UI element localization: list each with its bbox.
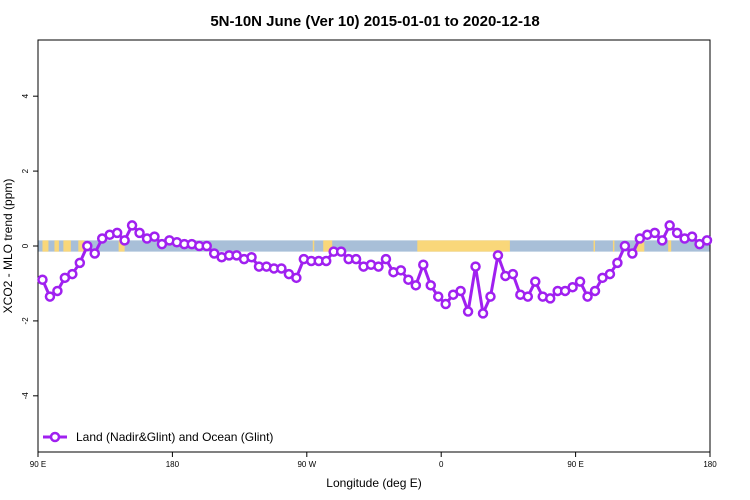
land-segment bbox=[54, 240, 59, 252]
series-layer bbox=[37, 220, 713, 319]
legend-label: Land (Nadir&Glint) and Ocean (Glint) bbox=[76, 430, 273, 444]
data-point bbox=[149, 231, 160, 242]
data-point bbox=[410, 280, 422, 291]
x-axis-label: Longitude (deg E) bbox=[326, 476, 421, 490]
data-point bbox=[82, 240, 93, 252]
land-segment bbox=[636, 240, 645, 252]
land-segment bbox=[668, 240, 672, 252]
data-point bbox=[432, 291, 444, 302]
data-point bbox=[119, 235, 130, 246]
data-point bbox=[507, 268, 519, 280]
data-point bbox=[492, 250, 504, 261]
y-tick-label: -4 bbox=[21, 392, 30, 400]
data-point bbox=[440, 298, 451, 310]
data-point bbox=[52, 285, 63, 297]
land-segment bbox=[593, 240, 596, 252]
x-tick-label: 90 W bbox=[297, 460, 316, 469]
data-point bbox=[350, 253, 362, 265]
data-point bbox=[589, 285, 601, 297]
land-segment bbox=[42, 240, 49, 252]
land-segment bbox=[312, 240, 315, 252]
data-point bbox=[74, 257, 86, 269]
data-point bbox=[462, 306, 474, 317]
data-point bbox=[574, 276, 586, 287]
land-segment bbox=[612, 240, 615, 252]
chart-title: 5N-10N June (Ver 10) 2015-01-01 to 2020-… bbox=[210, 13, 539, 30]
data-point bbox=[37, 274, 48, 285]
data-point bbox=[89, 248, 100, 259]
data-point bbox=[291, 272, 302, 284]
legend-marker bbox=[49, 431, 61, 443]
y-axis-label: XCO2 - MLO trend (ppm) bbox=[1, 179, 15, 314]
data-point bbox=[335, 246, 347, 257]
data-point bbox=[126, 220, 138, 231]
data-point bbox=[485, 291, 496, 302]
x-tick-label: 180 bbox=[703, 460, 717, 469]
y-tick-label: -2 bbox=[21, 317, 30, 325]
land-segment bbox=[323, 240, 333, 252]
data-point bbox=[701, 235, 713, 246]
land-segment bbox=[118, 240, 125, 252]
land-ocean-band bbox=[38, 240, 710, 252]
data-point bbox=[111, 227, 123, 239]
y-tick-label: 4 bbox=[21, 93, 30, 98]
data-point bbox=[664, 220, 675, 231]
data-point bbox=[395, 265, 407, 276]
data-point bbox=[530, 276, 541, 287]
data-point bbox=[403, 274, 414, 285]
data-point bbox=[477, 308, 489, 319]
data-point bbox=[470, 261, 481, 272]
y-tick-label: 0 bbox=[21, 243, 30, 248]
data-point bbox=[567, 281, 578, 293]
data-point bbox=[418, 259, 429, 270]
data-point bbox=[522, 291, 534, 302]
data-point bbox=[425, 280, 436, 291]
data-point bbox=[604, 268, 616, 280]
land-segment bbox=[63, 240, 71, 252]
data-point bbox=[276, 263, 287, 274]
x-tick-label: 180 bbox=[166, 460, 180, 469]
legend: Land (Nadir&Glint) and Ocean (Glint) bbox=[43, 430, 273, 444]
data-point bbox=[656, 235, 668, 246]
x-tick-label: 90 E bbox=[567, 460, 583, 469]
data-point bbox=[627, 248, 638, 259]
data-point bbox=[44, 291, 56, 302]
data-point bbox=[671, 227, 683, 239]
data-point bbox=[686, 231, 698, 242]
land-segment bbox=[417, 240, 510, 252]
data-point bbox=[67, 268, 78, 280]
axis-ticks: 90 E 180 90 W 0 90 E 180 -4 -2 0 2 4 bbox=[21, 93, 717, 469]
data-point bbox=[649, 227, 660, 239]
data-point bbox=[612, 257, 623, 269]
x-tick-label: 0 bbox=[439, 460, 444, 469]
data-point bbox=[201, 240, 212, 252]
y-tick-label: 2 bbox=[21, 168, 30, 173]
data-point bbox=[373, 261, 384, 272]
x-tick-label: 90 E bbox=[30, 460, 46, 469]
data-point bbox=[619, 240, 631, 252]
data-point bbox=[544, 293, 556, 304]
data-point bbox=[380, 253, 392, 265]
land-segment bbox=[78, 240, 85, 252]
data-point bbox=[455, 285, 466, 297]
data-point bbox=[320, 255, 332, 267]
ocean-band bbox=[38, 240, 710, 252]
data-point bbox=[134, 227, 145, 239]
data-point bbox=[246, 251, 257, 263]
data-point bbox=[582, 291, 593, 302]
